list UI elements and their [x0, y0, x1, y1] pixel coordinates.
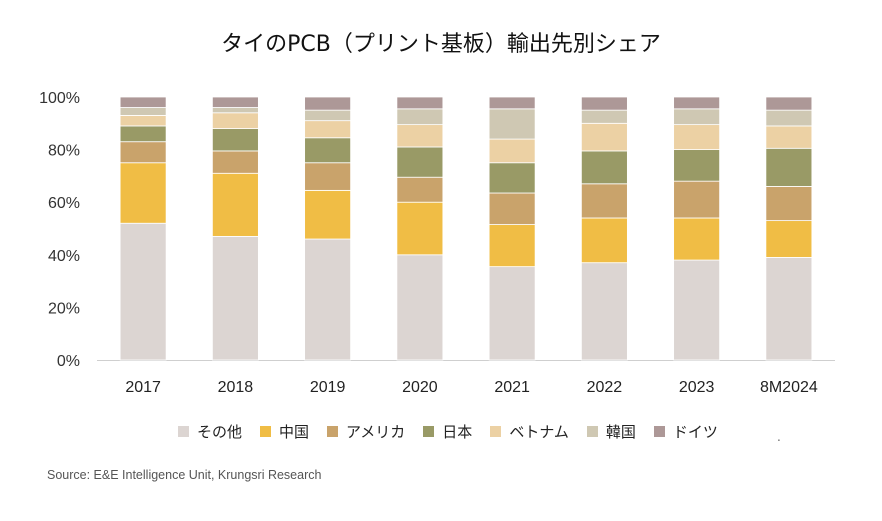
x-tick-label: 2023 — [679, 379, 715, 396]
bar-segment — [304, 109, 352, 122]
legend-swatch — [423, 426, 435, 437]
bar-segment — [119, 115, 167, 127]
legend-label: その他 — [197, 423, 243, 441]
bar-segment — [119, 96, 167, 108]
legend-swatch — [586, 426, 598, 437]
bar-segment — [119, 162, 167, 224]
x-tick-label: 2020 — [402, 379, 438, 396]
legend-item: ベトナム — [490, 421, 569, 442]
bar-segment — [488, 96, 536, 110]
legend-swatch — [490, 426, 502, 437]
bar-segment — [765, 220, 813, 258]
legend-swatch — [327, 426, 339, 437]
bar-segment — [304, 189, 352, 240]
bar-segment — [673, 124, 721, 150]
bar-segment — [488, 266, 536, 361]
bar-segment — [488, 224, 536, 268]
bar-segment — [304, 162, 352, 191]
legend-item: 日本 — [423, 421, 472, 442]
legend-item: ドイツ — [653, 421, 718, 442]
chart-title: タイのPCB（プリント基板）輸出先別シェア — [221, 32, 661, 57]
bar-segment — [396, 108, 444, 126]
bar-segment — [580, 122, 628, 152]
bar-segment — [119, 125, 167, 143]
bar-segment — [673, 96, 721, 110]
x-tick-label: 2022 — [587, 379, 623, 396]
bar-segment — [396, 124, 444, 148]
bar-segment — [765, 125, 813, 149]
x-tick-label: 2018 — [218, 379, 254, 396]
bar-segment — [673, 149, 721, 182]
legend-swatch — [260, 426, 272, 437]
bar-segment — [119, 107, 167, 116]
legend-dot: . — [777, 430, 781, 444]
y-tick-label: 100% — [39, 90, 80, 107]
x-tick-label: 2021 — [494, 379, 530, 396]
legend: その他 中国 アメリカ 日本 ベトナム 韓国 ドイツ — [178, 421, 736, 442]
bar-segment — [673, 217, 721, 261]
y-tick-label: 0% — [57, 353, 80, 370]
bar-segment — [211, 128, 259, 152]
bar-segment — [304, 96, 352, 111]
bar-segment — [396, 176, 444, 203]
legend-item: 中国 — [260, 421, 309, 442]
bar-segment — [580, 96, 628, 111]
bar-segment — [765, 147, 813, 187]
bar-segment — [211, 107, 259, 114]
bar-segment — [580, 150, 628, 185]
y-tick-label: 20% — [48, 300, 80, 317]
legend-item: その他 — [178, 421, 242, 442]
bar-segment — [119, 222, 167, 361]
bar-segment — [580, 217, 628, 264]
bar-segment — [396, 146, 444, 178]
bar-segment — [673, 259, 721, 361]
bar-segment — [580, 183, 628, 219]
legend-swatch — [178, 426, 189, 437]
bar-segment — [211, 112, 259, 129]
x-tick-label: 2017 — [125, 379, 161, 396]
bar-segment — [765, 186, 813, 222]
y-tick-label: 40% — [48, 248, 80, 265]
bar-segment — [580, 262, 628, 361]
bar-segment — [304, 120, 352, 139]
bar-segment — [211, 172, 259, 237]
legend-item: アメリカ — [327, 421, 405, 442]
bar-segment — [396, 254, 444, 361]
legend-label: 韓国 — [605, 423, 636, 441]
bar-segment — [211, 96, 259, 108]
bar-segment — [211, 235, 259, 361]
x-tick-label: 2019 — [310, 379, 346, 396]
legend-swatch — [653, 426, 665, 437]
legend-label: 中国 — [279, 423, 310, 441]
legend-label: ドイツ — [672, 423, 718, 441]
y-tick-label: 80% — [48, 143, 80, 160]
bar-segment — [304, 238, 352, 361]
y-tick-label: 60% — [48, 195, 80, 212]
source-note: Source: E&E Intelligence Unit, Krungsri … — [47, 468, 322, 482]
legend-item: 韓国 — [586, 421, 636, 442]
bar-segment — [119, 141, 167, 164]
bar-segment — [673, 108, 721, 126]
bar-segment — [211, 150, 259, 174]
bar-segment — [765, 257, 813, 361]
bar-segment — [488, 162, 536, 194]
bar-segment — [488, 138, 536, 164]
bar-segment — [304, 137, 352, 164]
bar-segment — [488, 192, 536, 225]
legend-label: 日本 — [442, 423, 473, 441]
bar-segment — [396, 96, 444, 110]
legend-label: アメリカ — [346, 423, 406, 441]
bar-segment — [765, 109, 813, 127]
bar-segment — [488, 108, 536, 140]
bar-segment — [765, 96, 813, 111]
legend-label: ベトナム — [509, 423, 569, 441]
bar-segment — [396, 201, 444, 256]
x-tick-label: 8M2024 — [760, 379, 818, 396]
bar-segment — [673, 180, 721, 219]
bar-segment — [580, 109, 628, 124]
